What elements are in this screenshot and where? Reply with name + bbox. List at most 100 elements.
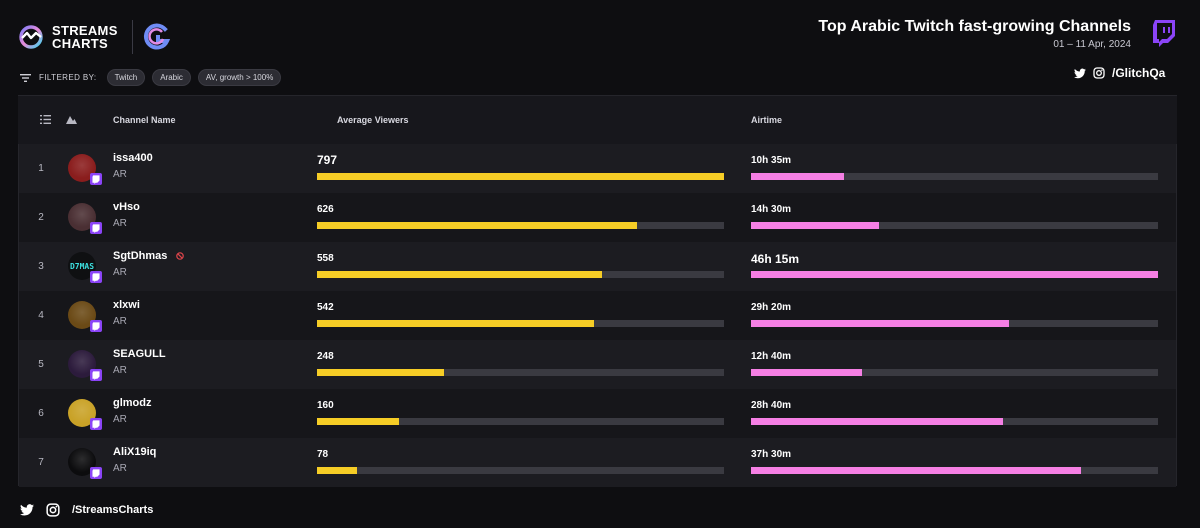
channel-language: AR — [113, 365, 127, 376]
banned-icon — [176, 252, 184, 260]
streams-charts-logo: STREAMS CHARTS — [18, 20, 171, 54]
viewers-label: 626 — [317, 204, 334, 215]
filter-chip-platform[interactable]: Twitch — [106, 69, 146, 86]
table-header — [18, 96, 1177, 144]
social-handle[interactable]: /GlitchQa — [1112, 66, 1166, 80]
twitch-badge-icon — [90, 222, 102, 234]
airtime-bar — [751, 369, 862, 376]
airtime-bar — [751, 418, 1003, 425]
viewers-bar-track — [317, 369, 724, 376]
airtime-label: 37h 30m — [751, 449, 792, 460]
airtime-label: 29h 20m — [751, 302, 792, 313]
rank: 6 — [38, 408, 44, 419]
twitch-badge-icon — [90, 418, 102, 430]
header-channel-name[interactable]: Channel Name — [113, 115, 176, 125]
brand-line-1: STREAMS — [52, 23, 118, 38]
viewers-label: 542 — [317, 302, 334, 313]
channel-language: AR — [113, 316, 127, 327]
viewers-bar — [317, 222, 637, 229]
twitch-badge-icon — [90, 173, 102, 185]
channel-name[interactable]: SgtDhmas — [113, 250, 168, 262]
airtime-bar — [751, 222, 879, 229]
twitter-icon[interactable] — [1074, 68, 1086, 79]
table-row[interactable] — [19, 438, 1176, 487]
filter-label: FILTERED BY: — [39, 73, 97, 82]
footer-twitter-icon[interactable] — [20, 504, 34, 516]
channel-name[interactable]: issa400 — [113, 152, 153, 164]
airtime-label: 28h 40m — [751, 400, 792, 411]
airtime-bar-track — [751, 369, 1158, 376]
glitch-logo-icon — [143, 23, 170, 50]
avatar-text: D7MAS — [69, 261, 95, 271]
airtime-bar — [751, 467, 1081, 474]
filter-chip-language[interactable]: Arabic — [152, 69, 191, 86]
airtime-bar — [751, 173, 844, 180]
channel-name[interactable]: glmodz — [113, 397, 152, 409]
instagram-icon[interactable] — [1093, 67, 1105, 79]
footer: /StreamsCharts — [20, 503, 153, 517]
airtime-label: 12h 40m — [751, 351, 792, 362]
viewers-bar — [317, 369, 444, 376]
table-row[interactable] — [19, 291, 1176, 340]
viewers-label: 558 — [317, 253, 334, 264]
twitch-logo-icon — [1153, 20, 1175, 47]
rank: 2 — [38, 212, 44, 223]
channel-language: AR — [113, 267, 127, 278]
rank: 5 — [38, 359, 44, 370]
channel-name[interactable]: xlxwi — [113, 299, 140, 311]
avatar[interactable] — [68, 448, 96, 476]
channel-name[interactable]: vHso — [113, 201, 140, 213]
twitch-badge-icon — [90, 320, 102, 332]
airtime-label: 10h 35m — [751, 155, 792, 166]
footer-handle[interactable]: /StreamsCharts — [72, 504, 154, 516]
table-row[interactable] — [19, 340, 1176, 389]
channel-language: AR — [113, 463, 127, 474]
viewers-bar-track — [317, 467, 724, 474]
rank: 3 — [38, 261, 44, 272]
social-links-top: /GlitchQa — [1074, 66, 1165, 80]
footer-instagram-icon[interactable] — [46, 503, 60, 517]
header-airtime[interactable]: Airtime — [751, 115, 783, 125]
viewers-bar-track — [317, 418, 724, 425]
viewers-bar — [317, 320, 594, 327]
rank: 4 — [38, 310, 44, 321]
channel-language: AR — [113, 169, 127, 180]
viewers-bar — [317, 271, 602, 278]
table-row[interactable] — [19, 389, 1176, 438]
airtime-bar-track — [751, 222, 1158, 229]
header-average-viewers[interactable]: Average Viewers — [337, 115, 409, 125]
table-row[interactable] — [19, 193, 1176, 242]
viewers-bar — [317, 173, 724, 180]
viewers-label: 248 — [317, 351, 334, 362]
airtime-bar-track — [751, 173, 1158, 180]
channel-name[interactable]: SEAGULL — [113, 348, 166, 360]
channel-name[interactable]: AliX19iq — [113, 446, 157, 458]
viewers-bar — [317, 418, 399, 425]
table-row[interactable] — [19, 242, 1176, 291]
channel-language: AR — [113, 414, 127, 425]
twitch-badge-icon — [90, 271, 102, 283]
streams-charts-logo-icon — [19, 25, 43, 49]
page-title: Top Arabic Twitch fast-growing Channels — [818, 18, 1131, 35]
viewers-label: 78 — [317, 449, 329, 460]
rank: 1 — [38, 163, 44, 174]
twitch-badge-icon — [90, 369, 102, 381]
rank: 7 — [38, 457, 44, 468]
filter-chip-growth[interactable]: AV, growth > 100% — [197, 69, 282, 86]
viewers-label: 160 — [317, 400, 334, 411]
mountain-icon[interactable] — [66, 114, 77, 124]
airtime-bar — [751, 271, 1158, 278]
list-icon[interactable] — [40, 114, 51, 125]
airtime-bar — [751, 320, 1009, 327]
filter-bar: FILTERED BY: Twitch Arabic AV, growth > … — [20, 69, 288, 86]
filter-icon — [20, 73, 31, 82]
channel-language: AR — [113, 218, 127, 229]
airtime-label: 14h 30m — [751, 204, 792, 215]
avatar[interactable] — [68, 399, 96, 427]
table-row[interactable] — [19, 144, 1176, 193]
airtime-label: 46h 15m — [751, 252, 800, 266]
twitch-badge-icon — [90, 467, 102, 479]
viewers-label: 797 — [317, 153, 338, 167]
brand-line-2: CHARTS — [52, 36, 108, 51]
date-range: 01 – 11 Apr, 2024 — [1053, 39, 1131, 50]
